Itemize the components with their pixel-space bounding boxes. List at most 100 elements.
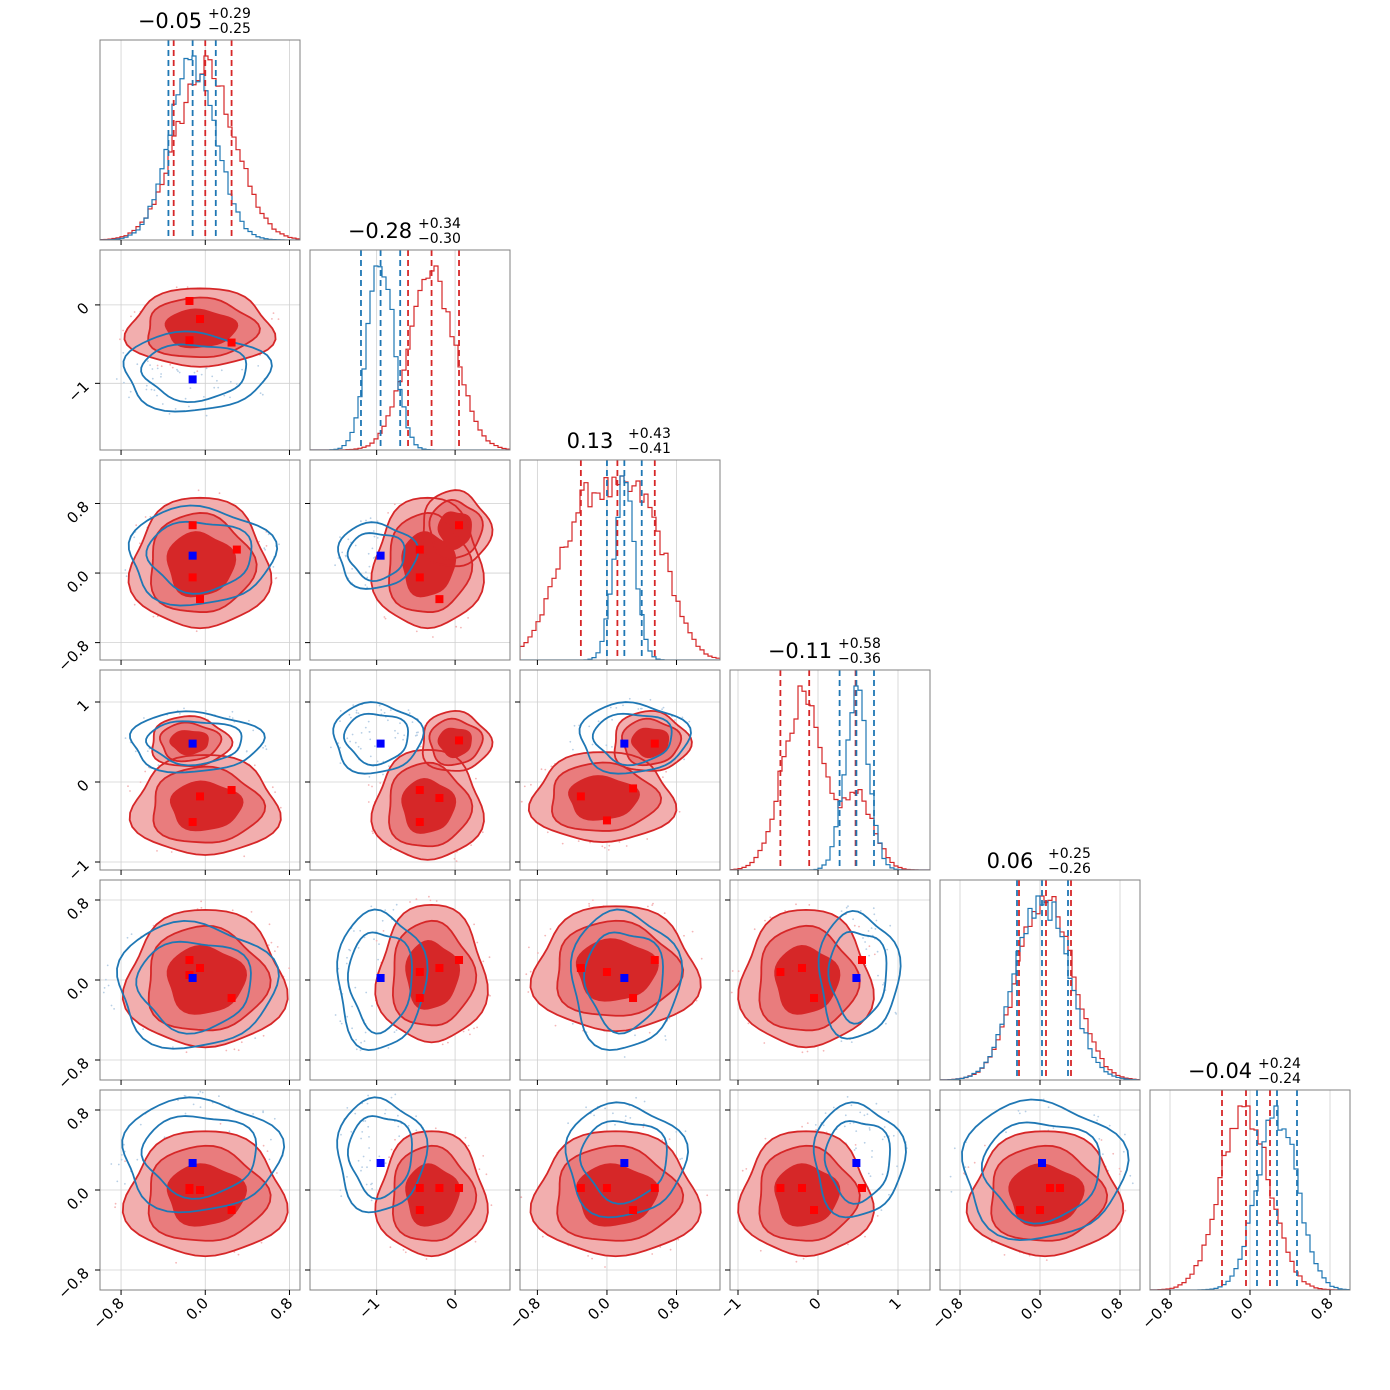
red-marker	[576, 964, 585, 972]
scatter-point	[106, 964, 109, 967]
scatter-point	[475, 777, 477, 780]
scatter-point	[229, 380, 232, 383]
scatter-point	[382, 930, 385, 932]
histogram-panel-3: −0.11 +0.58−0.36	[729, 636, 931, 871]
scatter-point	[384, 617, 387, 620]
red-contour-fill	[575, 1163, 659, 1227]
scatter-point	[219, 1122, 222, 1125]
scatter-point	[175, 286, 178, 289]
scatter-point	[371, 1005, 373, 1007]
scatter-point	[235, 383, 238, 385]
scatter-point	[195, 630, 198, 633]
scatter-point	[609, 706, 612, 709]
scatter-point	[368, 1136, 370, 1138]
scatter-point	[363, 936, 366, 939]
red-histogram	[100, 55, 300, 240]
scatter-point	[184, 1095, 187, 1097]
red-marker	[858, 956, 866, 964]
panel-title-minus: −0.41	[628, 441, 671, 457]
scatter-content	[730, 1090, 930, 1290]
scatter-point	[250, 911, 253, 913]
scatter-point	[622, 704, 624, 707]
scatter-point	[397, 1114, 399, 1117]
y-tick-label: 0	[73, 299, 92, 318]
scatter-point	[679, 1158, 682, 1160]
scatter-point	[213, 386, 216, 389]
scatter-point	[384, 1112, 386, 1115]
scatter-point	[185, 1051, 188, 1054]
scatter-point	[339, 1189, 342, 1192]
scatter-point	[408, 712, 411, 715]
scatter-point	[146, 360, 149, 363]
scatter-point	[523, 785, 526, 788]
scatter-point	[107, 984, 110, 987]
scatter-point	[211, 375, 214, 378]
red-marker	[415, 818, 424, 826]
scatter-point	[274, 950, 276, 953]
red-marker	[227, 994, 236, 1002]
scatter-point	[388, 1156, 390, 1159]
panel-title-minus: −0.26	[1048, 861, 1091, 877]
scatter-point	[808, 904, 811, 906]
scatter-point	[373, 938, 375, 941]
scatter-point	[425, 1258, 428, 1260]
scatter-point	[597, 720, 600, 723]
scatter-point	[372, 832, 374, 834]
red-contour-line	[147, 1144, 272, 1242]
blue-contour-line	[347, 931, 413, 1035]
panel-title-minus: −0.25	[208, 21, 251, 37]
scatter-point	[366, 1166, 368, 1169]
red-contour-line	[421, 709, 494, 772]
scatter-point	[129, 390, 132, 393]
scatter-panel-4-2	[519, 879, 721, 1081]
scatter-point	[695, 999, 698, 1002]
scatter-point	[411, 721, 414, 723]
scatter-point	[612, 1112, 614, 1115]
scatter-point	[122, 352, 125, 354]
scatter-point	[855, 1130, 858, 1132]
scatter-point	[124, 1183, 126, 1185]
scatter-point	[525, 973, 528, 976]
scatter-point	[865, 948, 868, 950]
scatter-point	[1096, 1119, 1098, 1122]
scatter-point	[161, 403, 164, 405]
red-contour-fill	[401, 531, 457, 598]
scatter-point	[257, 365, 260, 367]
scatter-point	[881, 1138, 884, 1141]
scatter-point	[434, 1127, 437, 1130]
scatter-panel-5-0	[99, 1089, 301, 1291]
scatter-point	[875, 919, 878, 922]
scatter-point	[346, 1015, 349, 1018]
scatter-point	[334, 564, 336, 567]
blue-marker	[376, 739, 385, 748]
scatter-point	[447, 1041, 449, 1044]
scatter-point	[390, 1148, 393, 1151]
scatter-point	[366, 1102, 369, 1105]
scatter-point	[806, 1050, 809, 1053]
scatter-point	[674, 719, 676, 721]
scatter-point	[847, 905, 849, 908]
scatter-point	[795, 903, 797, 906]
red-marker	[435, 595, 444, 604]
scatter-point	[384, 909, 387, 911]
scatter-panel-3-2	[519, 669, 721, 871]
scatter-point	[822, 1049, 825, 1052]
red-marker	[576, 1184, 585, 1192]
red-contour-line	[529, 1130, 702, 1258]
blue-contour-line	[569, 908, 684, 1052]
scatter-point	[199, 1090, 202, 1093]
scatter-point	[184, 397, 187, 400]
scatter-point	[895, 1013, 898, 1015]
red-contour-fill	[575, 938, 659, 1002]
scatter-point	[135, 524, 138, 527]
blue-contour-line	[343, 712, 409, 767]
scatter-point	[455, 860, 458, 862]
histogram-panel-2: 0.13 +0.43−0.41	[519, 426, 721, 661]
scatter-point	[435, 900, 438, 902]
red-contour-line	[127, 496, 273, 630]
panel-frame	[309, 459, 511, 661]
scatter-point	[591, 1257, 593, 1260]
red-contour-line	[121, 1130, 289, 1258]
scatter-point	[369, 1159, 371, 1162]
scatter-point	[361, 1166, 363, 1168]
